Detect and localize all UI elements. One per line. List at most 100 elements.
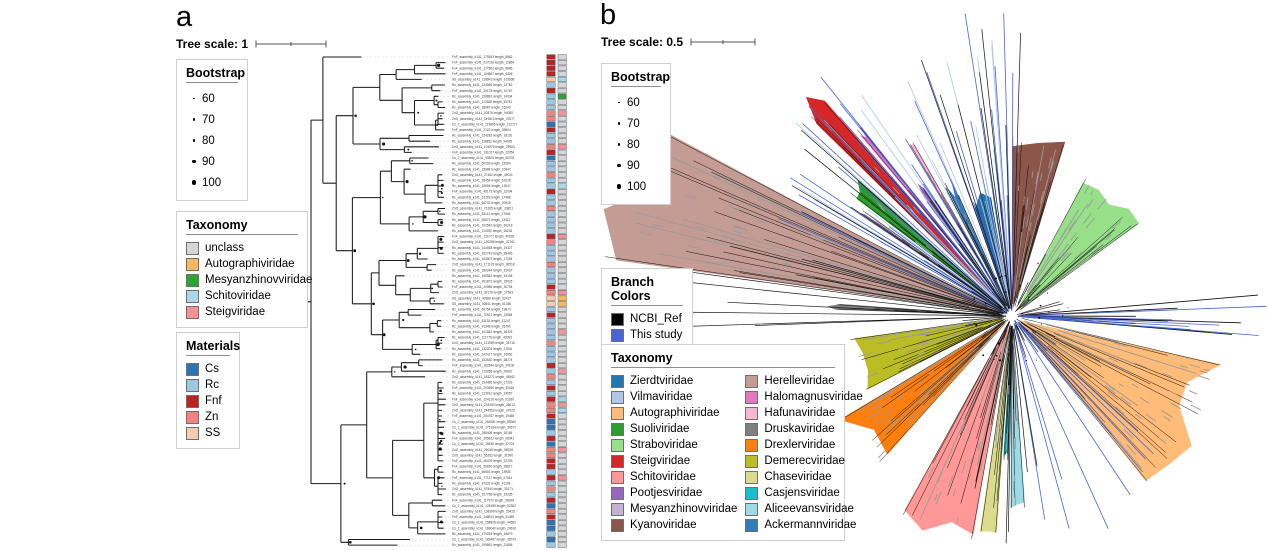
branch-colors-swatch — [611, 328, 624, 342]
tip-label: Rc_assembly_k141_132203 length_27841 — [452, 347, 513, 351]
material-strip-cell — [546, 71, 556, 77]
taxonomy-strip-cell — [557, 531, 567, 537]
taxonomy-strip-cell — [557, 458, 567, 464]
taxonomy-b-swatch — [745, 502, 759, 516]
taxonomy-b-row: Schitoviridae — [611, 469, 737, 485]
taxonomy-strip-cell — [557, 306, 567, 313]
taxonomy-b-swatch — [611, 454, 624, 468]
tip-label: ZnO_assembly_k141_130286 length_22761 — [452, 240, 515, 244]
material-strip-cell — [546, 362, 556, 369]
material-strip-cell — [546, 250, 556, 256]
tip-label: Rc_assembly_k141_51203 length_17488 — [452, 195, 511, 199]
material-strip-cell — [546, 149, 556, 155]
tip-label: Cs_2_assembly_k141_128185 length_52362 — [452, 504, 516, 508]
taxonomy-strip-cell — [557, 290, 567, 296]
material-strip-cell — [546, 110, 556, 116]
material-strip-cell — [546, 99, 556, 105]
bootstrap-a-dot — [186, 118, 202, 121]
tip-label: FnF_assembly_k141_191027 length_12954 — [452, 151, 514, 155]
tip-label: FnF_assembly_k141_20985 length_30754 — [452, 285, 513, 289]
materials-a-label: Zn — [205, 411, 219, 423]
bootstrap-b-dot — [611, 101, 627, 104]
tip-label: Rc_assembly_k141_201873 length_15926 — [452, 280, 513, 284]
taxonomy-strip-cell — [557, 334, 567, 341]
tip-label: ZnO_assembly_k141_149813 length_47877 — [452, 117, 515, 121]
branch-colors-title: Branch Colors — [611, 275, 683, 306]
material-strip-cell — [546, 183, 556, 189]
tip-label: Rc_assembly_k141_152743 length_28406 — [452, 252, 513, 256]
tip-label: FnF_assembly_k141_295622 length_26341 — [452, 437, 514, 441]
taxonomy-b-swatch — [611, 422, 624, 436]
taxonomy-b-swatch — [745, 390, 759, 404]
tip-label: Rc_assembly_k141_83114 length_27546 — [452, 212, 511, 216]
material-strip-cell — [546, 323, 556, 329]
taxonomy-strip-cell — [557, 121, 567, 127]
taxonomy-b-row: Druskaviridae — [745, 421, 862, 437]
taxonomy-a-label: Autographiviridae — [205, 258, 295, 270]
taxonomy-strip-cell — [557, 486, 567, 492]
materials-a-row: Rc — [186, 377, 230, 393]
material-strip-cell — [546, 531, 556, 537]
taxonomy-strip-cell — [557, 503, 567, 509]
taxonomy-strip-cell — [557, 514, 567, 520]
taxonomy-b-row: Suoliviridae — [611, 421, 737, 437]
taxonomy-b-swatch — [745, 374, 759, 388]
taxonomy-strip-cell — [557, 480, 567, 486]
material-strip-cell — [546, 116, 556, 122]
taxonomy-b-label: Casjensviridae — [764, 487, 840, 499]
taxonomy-strip-cell — [557, 492, 567, 498]
taxonomy-strip-cell — [557, 211, 567, 217]
bootstrap-b-row: 90 — [611, 155, 661, 176]
material-strip-cell — [546, 76, 556, 83]
material-strip-cell — [546, 396, 556, 402]
tip-label: Rc_assembly_k141_102540 length_60218 — [452, 223, 513, 227]
bootstrap-b-row: 80 — [611, 134, 661, 155]
taxonomy-strip-cell — [557, 463, 567, 470]
materials-a-row: Cs — [186, 361, 230, 377]
tip-label: Rc_assembly_k141_142417 length_16952 — [452, 352, 513, 356]
tip-label: FnF_assembly_k141_254767 length_19468 — [452, 414, 514, 418]
taxonomy-strip-cell — [557, 149, 567, 155]
tree-scale-a: Tree scale: 1 — [176, 37, 327, 51]
taxonomy-b-label: Zierdtviridae — [630, 375, 694, 387]
taxonomy-a-swatch — [186, 273, 199, 287]
material-strip-cell — [546, 407, 556, 414]
material-strip-cell — [546, 194, 556, 200]
material-strip-cell — [546, 60, 556, 66]
taxonomy-b-swatch — [611, 502, 624, 516]
taxonomy-b-label: Druskaviridae — [764, 423, 835, 435]
material-strip-cell — [546, 144, 556, 150]
taxonomy-a-row: unclass — [186, 240, 298, 256]
taxonomy-b-swatch — [745, 438, 759, 452]
materials-a-rows: Cs Rc Fnf Zn SS — [186, 361, 230, 441]
material-strip-cell — [546, 447, 556, 453]
tip-label: ZnO_assembly_k141_27462 length_49011 — [452, 173, 513, 177]
taxonomy-legend-b: Taxonomy Zierdtviridae Vilmaviridae Autogr… — [601, 344, 863, 541]
material-strip-cell — [546, 469, 556, 475]
taxonomy-strip-cell — [557, 172, 567, 178]
taxonomy-strip-cell — [557, 301, 567, 307]
tip-label: FnF_assembly_k141_2122 length_39604 — [452, 128, 511, 132]
material-strip-cell — [546, 189, 556, 195]
taxonomy-strip-cell — [557, 183, 567, 189]
bootstrap-b-row: 70 — [611, 113, 661, 134]
tip-label: ZnO_assembly_k141_183271 length_45962 — [452, 375, 515, 379]
taxonomy-strip-cell — [557, 419, 567, 425]
taxonomy-b-row: Chaseviridae — [745, 469, 862, 485]
taxonomy-b-swatch — [611, 406, 624, 420]
materials-a-swatch — [186, 362, 199, 376]
taxonomy-strip-cell — [557, 407, 567, 414]
taxonomy-strip-cell — [557, 430, 567, 436]
branch-fan-study-lower-right — [1013, 320, 1154, 529]
radial-tree-b — [603, 13, 1267, 544]
material-strip-cell — [546, 233, 556, 240]
taxonomy-strip-cell — [557, 278, 567, 284]
bootstrap-b-dot — [611, 143, 627, 146]
tip-label: Rc_assembly_k141_152630 length_38274 — [452, 358, 513, 362]
taxonomy-b-col1: Zierdtviridae Vilmaviridae Autographivirid… — [611, 373, 737, 533]
material-strip-cell — [546, 435, 556, 442]
bootstrap-b-title: Bootstrap — [611, 70, 670, 87]
material-strip-cell — [546, 267, 556, 273]
material-strip-cell — [546, 402, 556, 408]
taxonomy-strip-cell — [557, 391, 567, 397]
